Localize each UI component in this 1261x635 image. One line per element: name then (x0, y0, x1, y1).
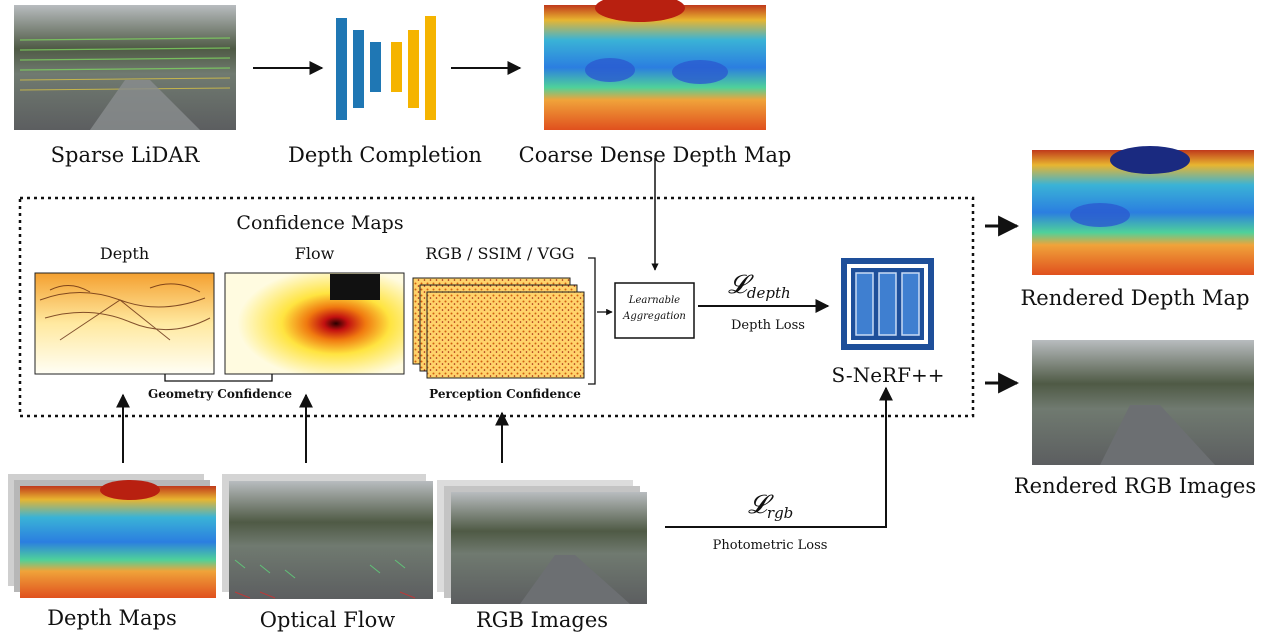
rendered-rgb-label: Rendered RGB Images (1013, 474, 1257, 498)
depth-loss-label: Depth Loss (731, 318, 805, 333)
flow-confidence-map (224, 272, 405, 375)
depth-loss-symbol: 𝓛depth (728, 270, 791, 302)
rendered-rgb-image (1032, 340, 1254, 465)
coarse-depth-map-image (544, 0, 766, 130)
optical-flow-stack (222, 474, 433, 599)
aggregation-line2: Aggregation (623, 311, 686, 322)
geometry-confidence-label: Geometry Confidence (148, 387, 292, 401)
depth-loss-L: 𝓛 (728, 270, 747, 300)
coarse-depth-label: Coarse Dense Depth Map (518, 143, 792, 167)
rendered-depth-label: Rendered Depth Map (1020, 286, 1250, 310)
depth-completion-label: Depth Completion (288, 143, 482, 167)
flow-conf-label: Flow (294, 244, 335, 263)
rgb-loss-symbol: 𝓛rgb (748, 490, 793, 522)
depth-maps-label: Depth Maps (47, 606, 177, 630)
rgb-images-label: RGB Images (475, 608, 609, 632)
sparse-lidar-label: Sparse LiDAR (50, 143, 200, 167)
rgb-loss-L: 𝓛 (748, 490, 767, 520)
learnable-aggregation-box (614, 282, 695, 339)
depth-confidence-map (34, 272, 215, 375)
sparse-lidar-image (14, 5, 236, 130)
rendered-depth-map-image (1032, 146, 1254, 275)
rgb-conf-label: RGB / SSIM / VGG (425, 244, 575, 263)
depth-loss-subscript: depth (746, 284, 791, 302)
perception-confidence-label: Perception Confidence (429, 387, 581, 401)
rgb-loss-subscript: rgb (766, 504, 794, 522)
snerf-model-icon (841, 258, 934, 350)
depth-maps-stack (8, 474, 216, 598)
depth-completion-network (336, 16, 436, 120)
depth-conf-label: Depth (99, 244, 150, 263)
aggregation-line1: Learnable (628, 295, 681, 306)
optical-flow-label: Optical Flow (259, 608, 396, 632)
rgb-images-stack (437, 480, 647, 604)
snerf-label: S-NeRF++ (831, 363, 945, 387)
photometric-loss-label: Photometric Loss (712, 538, 828, 553)
perception-confidence-maps (412, 277, 585, 379)
confidence-maps-title: Confidence Maps (236, 212, 404, 234)
